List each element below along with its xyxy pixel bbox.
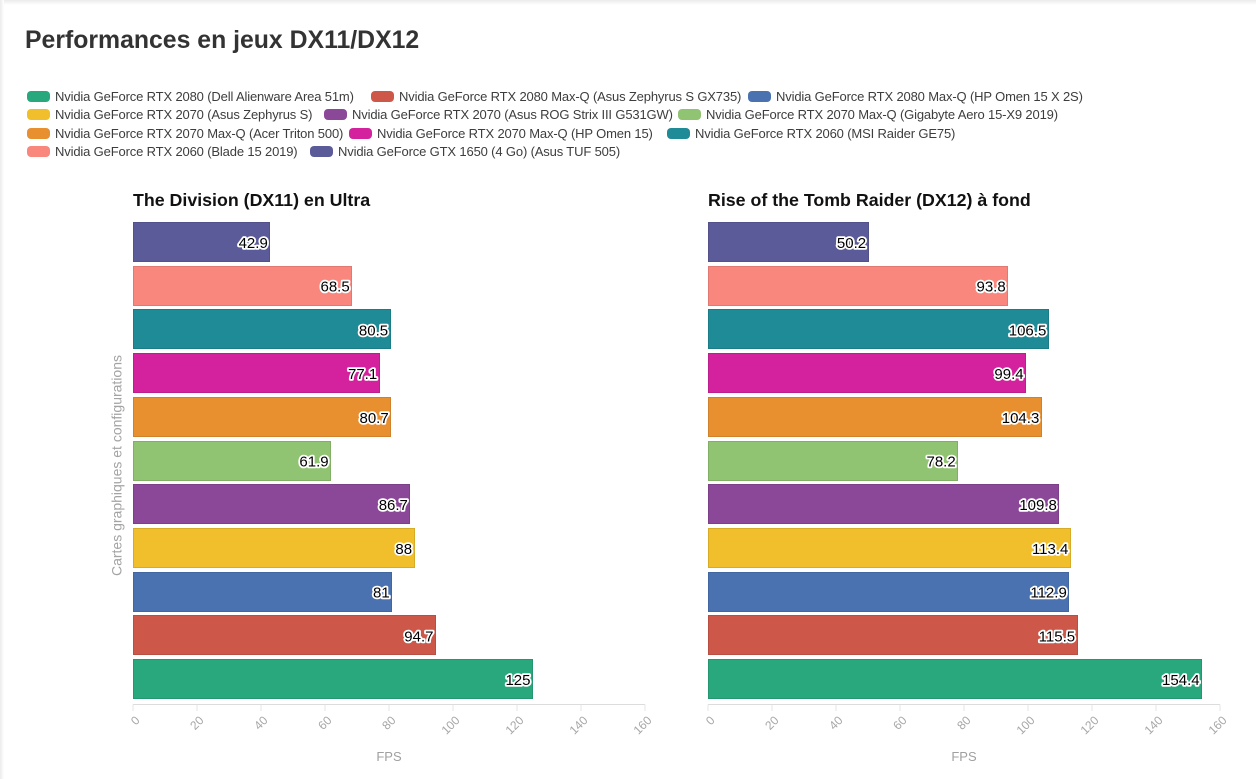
svg-text:100: 100 xyxy=(439,713,463,737)
svg-text:FPS: FPS xyxy=(376,749,402,764)
svg-text:104.3: 104.3 xyxy=(1002,410,1040,427)
svg-text:120: 120 xyxy=(1078,713,1102,737)
svg-text:115.5: 115.5 xyxy=(1039,628,1075,645)
svg-text:60: 60 xyxy=(315,713,335,733)
svg-text:160: 160 xyxy=(1206,713,1230,737)
svg-text:80: 80 xyxy=(379,713,399,733)
svg-text:93.8: 93.8 xyxy=(976,279,1005,296)
svg-text:99.4: 99.4 xyxy=(994,366,1023,383)
svg-text:109.8: 109.8 xyxy=(1019,497,1057,514)
svg-text:60: 60 xyxy=(890,713,910,733)
svg-text:61.9: 61.9 xyxy=(299,454,328,471)
svg-text:112.9: 112.9 xyxy=(1030,585,1066,602)
svg-text:78.2: 78.2 xyxy=(926,454,955,471)
svg-text:81: 81 xyxy=(373,585,390,602)
svg-text:86.7: 86.7 xyxy=(379,497,408,514)
svg-text:Cartes graphiques et configura: Cartes graphiques et configurations xyxy=(109,355,125,576)
svg-text:160: 160 xyxy=(631,713,655,737)
svg-text:154.4: 154.4 xyxy=(1162,672,1200,689)
svg-text:125: 125 xyxy=(505,672,530,689)
svg-text:0: 0 xyxy=(128,713,143,728)
svg-text:140: 140 xyxy=(567,713,591,737)
svg-text:68.5: 68.5 xyxy=(320,279,349,296)
svg-text:80: 80 xyxy=(954,713,974,733)
svg-text:120: 120 xyxy=(503,713,527,737)
svg-text:88: 88 xyxy=(395,541,412,558)
svg-text:40: 40 xyxy=(251,713,271,733)
svg-text:80.7: 80.7 xyxy=(359,410,388,427)
svg-text:140: 140 xyxy=(1142,713,1166,737)
svg-text:20: 20 xyxy=(762,713,782,733)
svg-text:77.1: 77.1 xyxy=(348,366,377,383)
svg-text:106.5: 106.5 xyxy=(1009,322,1047,339)
svg-text:100: 100 xyxy=(1014,713,1038,737)
svg-text:113.4: 113.4 xyxy=(1032,541,1068,558)
svg-text:94.7: 94.7 xyxy=(404,628,433,645)
svg-text:20: 20 xyxy=(187,713,207,733)
svg-text:50.2: 50.2 xyxy=(837,235,866,252)
svg-text:42.9: 42.9 xyxy=(239,235,268,252)
svg-text:80.5: 80.5 xyxy=(359,322,388,339)
svg-text:0: 0 xyxy=(703,713,718,728)
svg-text:40: 40 xyxy=(826,713,846,733)
svg-text:FPS: FPS xyxy=(951,749,977,764)
